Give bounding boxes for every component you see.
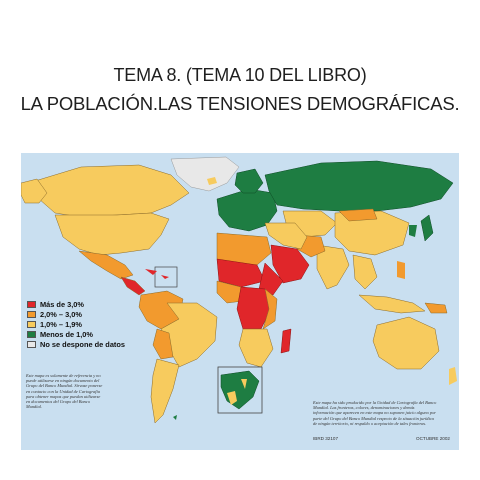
caribbean-islands bbox=[145, 269, 169, 279]
indonesia-region bbox=[358, 294, 426, 314]
east-africa-region bbox=[262, 288, 278, 330]
legend-label: Más de 3,0% bbox=[40, 299, 84, 309]
legend-label: Menos de 1,0% bbox=[40, 329, 93, 339]
legend-item: Más de 3,0% bbox=[27, 299, 125, 309]
horn-of-africa-region bbox=[258, 262, 284, 296]
madagascar-region bbox=[280, 328, 292, 354]
legend-label: 1,0% – 1,9% bbox=[40, 319, 82, 329]
png-region bbox=[424, 302, 448, 314]
greenland-region bbox=[170, 156, 240, 192]
southern-cone-region bbox=[150, 358, 180, 424]
map-code: IBRD 32107 bbox=[313, 436, 339, 441]
inset-map bbox=[217, 366, 263, 414]
legend-item: 2,0% – 3,0% bbox=[27, 309, 125, 319]
legend-item: 1,0% – 1,9% bbox=[27, 319, 125, 329]
southern-africa-region bbox=[238, 328, 274, 368]
legend-label: No se despone de datos bbox=[40, 339, 126, 349]
canada-region bbox=[34, 164, 190, 218]
usa-region bbox=[54, 212, 170, 256]
arabian-peninsula-region bbox=[270, 244, 310, 284]
legend-swatch bbox=[27, 320, 36, 328]
alaska-region bbox=[21, 178, 48, 204]
falklands-region bbox=[173, 415, 177, 420]
legend-label: 2,0% – 3,0% bbox=[40, 309, 82, 319]
central-america-region bbox=[120, 276, 146, 296]
scandinavia-region bbox=[234, 168, 264, 194]
korea-region bbox=[409, 225, 417, 237]
legend-swatch bbox=[27, 300, 36, 308]
southeast-asia-region bbox=[352, 254, 378, 290]
india-region bbox=[316, 244, 350, 290]
mexico-region bbox=[78, 250, 134, 280]
west-africa-region bbox=[216, 280, 244, 304]
map-legend: Más de 3,0% 2,0% – 3,0% 1,0% – 1,9% Menos d… bbox=[27, 299, 125, 349]
new-zealand-region bbox=[449, 367, 457, 385]
turkey-iran-region bbox=[264, 222, 308, 250]
map-disclaimer-right: Este mapa ha sido producido por la Unida… bbox=[313, 400, 437, 426]
map-date: OCTUBRE 2002 bbox=[416, 436, 450, 441]
china-region bbox=[334, 210, 410, 256]
legend-item: Menos de 1,0% bbox=[27, 329, 125, 339]
bolivia-paraguay-region bbox=[152, 328, 174, 360]
legend-item: No se despone de datos bbox=[27, 339, 125, 349]
slide-title-line1: TEMA 8. (TEMA 10 DEL LIBRO) bbox=[113, 65, 367, 85]
australia-region bbox=[372, 316, 440, 370]
iceland-region bbox=[207, 177, 217, 185]
world-map-svg bbox=[21, 156, 457, 424]
slide-title-line2: LA POBLACIÓN.LAS TENSIONES DEMOGRÁFICAS. bbox=[20, 93, 460, 114]
map-disclaimer-left: Este mapa es solamente de referencia y n… bbox=[26, 373, 103, 410]
legend-swatch bbox=[27, 310, 36, 318]
legend-swatch bbox=[27, 330, 36, 338]
philippines-region bbox=[397, 261, 405, 279]
caribbean-inset-box bbox=[154, 266, 178, 288]
sahel-region bbox=[216, 258, 266, 288]
brazil-region bbox=[160, 302, 218, 368]
russia-region bbox=[264, 160, 454, 212]
world-population-growth-map: Más de 3,0% 2,0% – 3,0% 1,0% – 1,9% Menos d… bbox=[21, 153, 459, 450]
mongolia-region bbox=[338, 208, 378, 222]
legend-swatch bbox=[27, 340, 36, 348]
japan-region bbox=[420, 214, 434, 242]
